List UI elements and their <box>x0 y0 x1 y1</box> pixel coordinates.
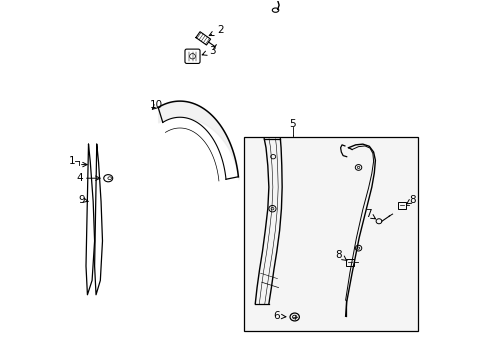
Text: 1: 1 <box>68 156 75 166</box>
FancyBboxPatch shape <box>184 49 200 63</box>
Text: 7: 7 <box>364 209 375 219</box>
Text: 5: 5 <box>289 119 296 129</box>
Text: 10: 10 <box>150 100 163 111</box>
Text: 2: 2 <box>209 25 223 36</box>
Text: 9: 9 <box>78 195 88 205</box>
Text: 6: 6 <box>273 311 285 321</box>
Bar <box>346 259 353 266</box>
Text: 4: 4 <box>76 173 82 183</box>
Text: 8: 8 <box>334 249 346 261</box>
Text: 8: 8 <box>406 195 415 205</box>
Bar <box>397 202 405 209</box>
FancyBboxPatch shape <box>244 137 418 330</box>
Text: 3: 3 <box>202 46 215 56</box>
